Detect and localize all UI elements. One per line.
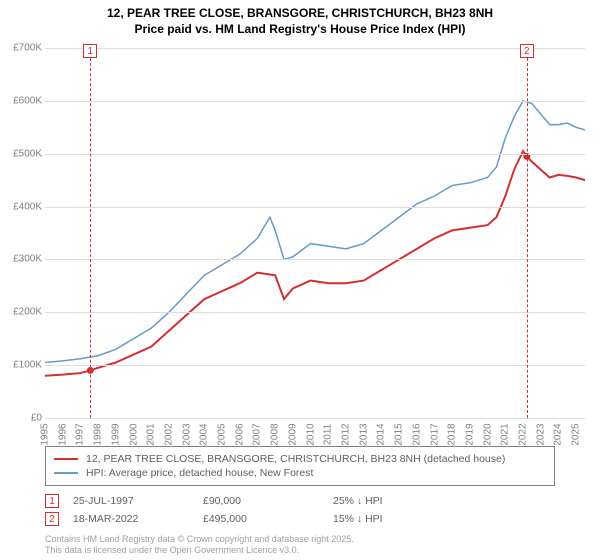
y-axis-label: £400K — [0, 201, 42, 212]
x-axis-label: 2014 — [376, 423, 387, 445]
event-price: £495,000 — [203, 513, 293, 525]
chart-lines-svg — [45, 48, 585, 418]
series-property — [45, 151, 585, 376]
x-axis-label: 2021 — [500, 423, 511, 445]
x-axis-label: 1995 — [40, 423, 51, 445]
gridline — [45, 365, 585, 366]
events-table: 1 25-JUL-1997 £90,000 25% ↓ HPI 2 18-MAR… — [45, 494, 463, 530]
event-vline — [90, 48, 91, 418]
y-axis-label: £100K — [0, 360, 42, 371]
y-axis-label: £700K — [0, 43, 42, 54]
footnote-line2: This data is licensed under the Open Gov… — [45, 545, 354, 556]
x-axis-label: 2012 — [340, 423, 351, 445]
x-axis-label: 2010 — [305, 423, 316, 445]
x-axis-label: 2001 — [146, 423, 157, 445]
x-axis-label: 2004 — [199, 423, 210, 445]
event-marker: 2 — [45, 512, 59, 526]
event-row: 1 25-JUL-1997 £90,000 25% ↓ HPI — [45, 494, 463, 508]
x-axis-label: 2003 — [181, 423, 192, 445]
legend-box: 12, PEAR TREE CLOSE, BRANSGORE, CHRISTCH… — [45, 446, 555, 486]
y-axis-label: £200K — [0, 307, 42, 318]
title-line2: Price paid vs. HM Land Registry's House … — [0, 22, 600, 38]
legend-item: 12, PEAR TREE CLOSE, BRANSGORE, CHRISTCH… — [54, 452, 546, 466]
y-axis-label: £500K — [0, 148, 42, 159]
x-axis-label: 2016 — [411, 423, 422, 445]
x-axis-label: 2023 — [535, 423, 546, 445]
x-axis-label: 2009 — [287, 423, 298, 445]
x-axis-label: 2017 — [429, 423, 440, 445]
gridline — [45, 259, 585, 260]
event-date: 18-MAR-2022 — [73, 513, 163, 525]
x-axis-label: 2019 — [464, 423, 475, 445]
event-marker-top: 1 — [83, 44, 97, 58]
x-axis-label: 2002 — [163, 423, 174, 445]
x-axis-label: 2008 — [270, 423, 281, 445]
event-delta: 25% ↓ HPI — [333, 495, 423, 507]
gridline — [45, 312, 585, 313]
event-marker-top: 2 — [520, 44, 534, 58]
chart-plot-area: £0£100K£200K£300K£400K£500K£600K£700K199… — [45, 48, 585, 418]
x-axis-label: 2011 — [323, 424, 334, 446]
gridline — [45, 207, 585, 208]
gridline — [45, 154, 585, 155]
x-axis-label: 2024 — [553, 423, 564, 445]
title-line1: 12, PEAR TREE CLOSE, BRANSGORE, CHRISTCH… — [0, 6, 600, 22]
y-axis-label: £0 — [0, 413, 42, 424]
event-marker: 1 — [45, 494, 59, 508]
event-delta: 15% ↓ HPI — [333, 513, 423, 525]
series-hpi — [45, 101, 585, 363]
x-axis-label: 2000 — [128, 423, 139, 445]
event-date: 25-JUL-1997 — [73, 495, 163, 507]
x-axis-label: 1998 — [93, 423, 104, 445]
x-axis-label: 2013 — [358, 423, 369, 445]
legend-swatch — [54, 472, 78, 474]
x-axis-label: 2025 — [571, 423, 582, 445]
event-price: £90,000 — [203, 495, 293, 507]
gridline — [45, 418, 585, 419]
x-axis-label: 2007 — [252, 423, 263, 445]
event-row: 2 18-MAR-2022 £495,000 15% ↓ HPI — [45, 512, 463, 526]
x-axis-label: 2022 — [518, 423, 529, 445]
x-axis-label: 2015 — [394, 423, 405, 445]
x-axis-label: 1999 — [110, 423, 121, 445]
x-axis-label: 1996 — [57, 423, 68, 445]
legend-label: HPI: Average price, detached house, New … — [86, 467, 313, 479]
x-axis-label: 1997 — [75, 423, 86, 445]
legend-swatch — [54, 458, 78, 460]
chart-title: 12, PEAR TREE CLOSE, BRANSGORE, CHRISTCH… — [0, 0, 600, 37]
y-axis-label: £300K — [0, 254, 42, 265]
gridline — [45, 48, 585, 49]
x-axis-label: 2005 — [217, 423, 228, 445]
y-axis-label: £600K — [0, 95, 42, 106]
x-axis-label: 2020 — [482, 423, 493, 445]
footnote-line1: Contains HM Land Registry data © Crown c… — [45, 534, 354, 545]
event-vline — [527, 48, 528, 418]
legend-item: HPI: Average price, detached house, New … — [54, 466, 546, 480]
legend-label: 12, PEAR TREE CLOSE, BRANSGORE, CHRISTCH… — [86, 453, 505, 465]
x-axis-label: 2006 — [234, 423, 245, 445]
x-axis-label: 2018 — [447, 423, 458, 445]
footnote: Contains HM Land Registry data © Crown c… — [45, 534, 354, 556]
gridline — [45, 101, 585, 102]
